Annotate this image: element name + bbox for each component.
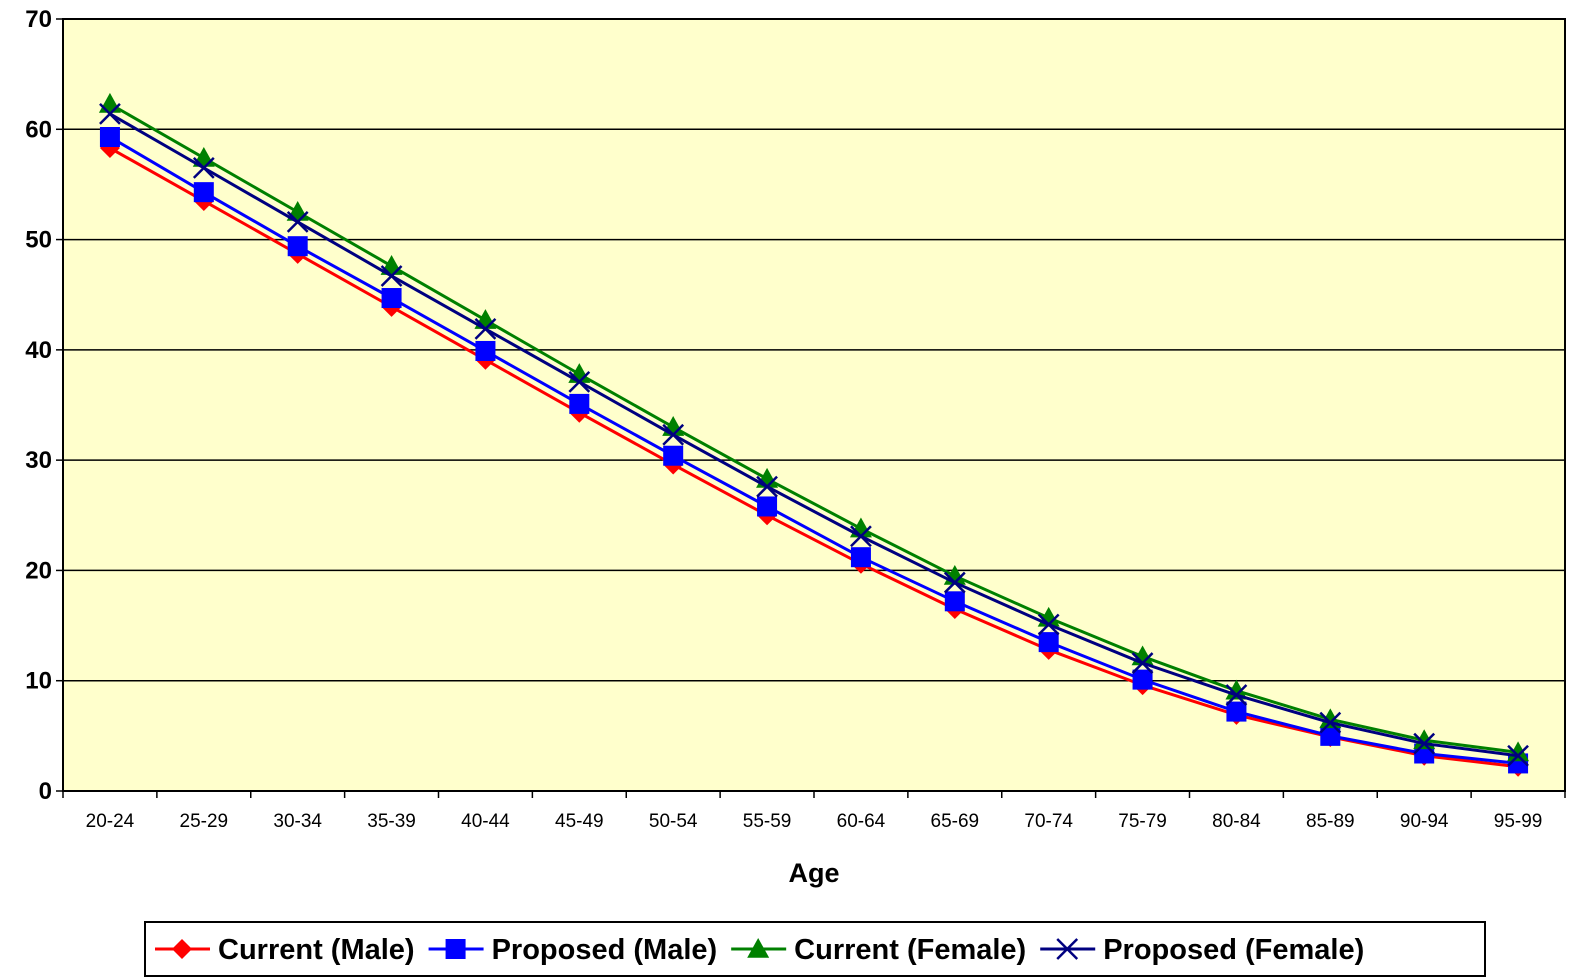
x-tick-label: 90-94 [1400, 811, 1449, 832]
series-line [109, 102, 1519, 754]
data-point [445, 939, 466, 959]
data-point-stroke [192, 157, 215, 179]
legend: Current (Male) Proposed (Male) Current (Fe… [144, 921, 1486, 977]
y-tick-label: 10 [25, 668, 52, 695]
data-point [756, 475, 778, 498]
x-tick-label: 25-29 [180, 811, 229, 832]
x-tick-label: 30-34 [273, 811, 322, 832]
x-tick-label: 80-84 [1212, 811, 1261, 832]
x-tick-label: 95-99 [1494, 811, 1543, 832]
data-point [99, 102, 121, 125]
data-point [1320, 725, 1341, 746]
data-point-stroke [1319, 711, 1342, 734]
x-axis-title: Age [788, 858, 839, 888]
data-point-stroke [756, 475, 778, 498]
data-point-stroke [568, 370, 591, 393]
grid-lines [63, 128, 1565, 682]
legend-label: Proposed (Female) [1103, 934, 1364, 966]
data-point-stroke [1037, 613, 1060, 636]
legend-label: Current (Male) [218, 934, 415, 966]
legend-items: Current (Male) Proposed (Male) Current (Fe… [155, 934, 1364, 966]
legend-entry: Current (Female) [731, 934, 1026, 966]
x-tick-label: 45-49 [555, 811, 604, 832]
y-tick-label: 20 [25, 557, 52, 584]
x-axis-ticks: 20-24 25-29 30-34 35-39 40-44 45-49 50-54 55-59… [62, 791, 1566, 832]
data-point [569, 393, 590, 414]
y-tick-label: 0 [39, 778, 52, 805]
data-point [286, 211, 309, 233]
legend-entry: Proposed (Male) [428, 934, 718, 966]
data-point-stroke [1413, 732, 1436, 755]
x-tick-label: 20-24 [86, 811, 135, 832]
plot-border [62, 18, 1566, 792]
data-point [1037, 613, 1060, 636]
data-point [99, 127, 120, 148]
x-tick-label: 65-69 [931, 811, 980, 832]
y-tick-label: 70 [25, 6, 52, 33]
data-point-stroke [850, 525, 872, 548]
data-point-stroke [943, 571, 966, 594]
x-tick-label: 70-74 [1024, 811, 1073, 832]
plot-area [63, 19, 1565, 791]
data-point [663, 445, 684, 466]
data-point [380, 265, 403, 287]
data-point [1038, 632, 1059, 653]
series-layer [98, 92, 1530, 777]
data-point [850, 547, 871, 568]
data-point [1132, 669, 1153, 690]
data-point-stroke [1056, 938, 1079, 960]
x-tick-label: 55-59 [743, 811, 792, 832]
legend-box [144, 921, 1486, 977]
x-tick-label: 35-39 [367, 811, 416, 832]
series-proposed-female [99, 102, 1529, 767]
legend-label: Proposed (Male) [492, 934, 718, 966]
x-tick-label: 60-64 [837, 811, 886, 832]
data-point-stroke [99, 102, 121, 125]
x-tick-label: 75-79 [1118, 811, 1167, 832]
y-axis-ticks: 0 10 20 30 40 50 60 70 [25, 6, 63, 805]
data-point [287, 236, 308, 257]
data-point [662, 423, 685, 446]
x-tick-label: 40-44 [461, 811, 510, 832]
data-point [474, 318, 497, 340]
data-point-stroke [474, 318, 497, 340]
data-point [1413, 732, 1436, 755]
data-point-stroke [380, 265, 403, 287]
data-point [850, 525, 872, 548]
data-point [747, 938, 770, 958]
data-point [1226, 701, 1247, 722]
data-point [943, 571, 966, 594]
legend-entry: Proposed (Female) [1040, 934, 1364, 966]
data-point [1507, 744, 1529, 767]
data-point [381, 288, 402, 309]
data-point [1056, 938, 1079, 960]
data-point-stroke [1507, 744, 1529, 767]
y-tick-label: 50 [25, 227, 52, 254]
legend-entry: Current (Male) [155, 934, 415, 966]
data-point [172, 939, 192, 959]
data-point [192, 157, 215, 179]
y-tick-label: 40 [25, 337, 52, 364]
data-point-stroke [1131, 652, 1154, 674]
y-tick-label: 60 [25, 116, 52, 143]
data-point [1225, 684, 1248, 706]
data-point [1131, 652, 1154, 674]
data-point [568, 370, 591, 393]
data-point-stroke [1225, 684, 1248, 706]
x-tick-label: 85-89 [1306, 811, 1355, 832]
data-point [475, 340, 496, 361]
series-line [109, 146, 1519, 769]
data-point [944, 591, 965, 612]
data-point [1319, 711, 1342, 734]
series-line [109, 135, 1519, 765]
data-point-stroke [662, 423, 685, 446]
legend-label: Current (Female) [794, 934, 1026, 966]
data-point [757, 496, 778, 517]
y-tick-label: 30 [25, 447, 52, 474]
data-point [193, 182, 214, 203]
series-line [109, 112, 1519, 758]
x-tick-label: 50-54 [649, 811, 698, 832]
data-point-stroke [286, 211, 309, 233]
